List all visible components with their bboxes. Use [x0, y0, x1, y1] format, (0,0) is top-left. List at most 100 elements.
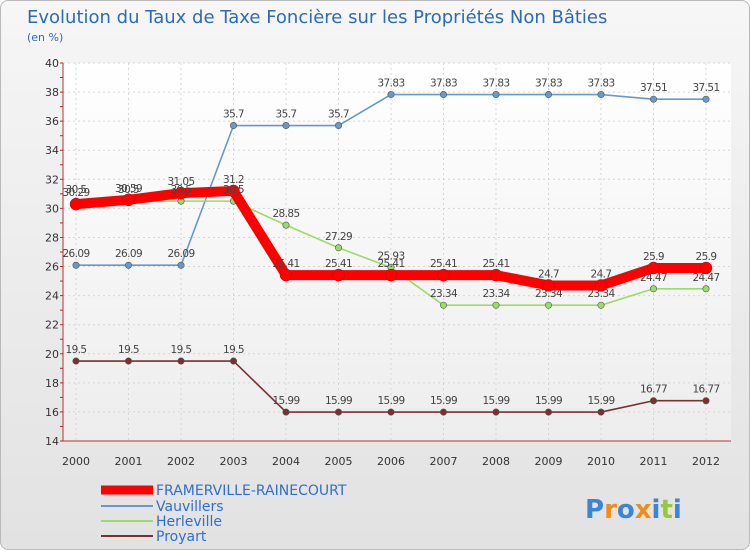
data-label: 19.5: [66, 344, 87, 356]
data-label: 16.77: [640, 384, 667, 396]
data-point: [544, 91, 552, 99]
x-tick-label: 2011: [640, 455, 668, 468]
data-point: [439, 408, 447, 416]
data-label: 19.5: [118, 344, 139, 356]
data-point: [597, 408, 605, 416]
data-label: 25.9: [696, 251, 717, 263]
data-label: 37.83: [535, 78, 562, 90]
data-label: 30.5: [118, 184, 139, 196]
data-point: [125, 357, 133, 365]
x-tick-label: 2000: [62, 455, 90, 468]
data-label: 15.99: [272, 395, 299, 407]
legend-label: Vauvillers: [156, 499, 224, 515]
logo-letter: o: [617, 495, 635, 525]
data-point: [334, 244, 342, 252]
data-point: [387, 91, 395, 99]
data-label: 30.5: [171, 184, 192, 196]
data-point: [69, 197, 83, 211]
logo-letter: P: [585, 495, 604, 525]
data-label: 25.93: [377, 251, 404, 263]
data-label: 15.99: [430, 395, 457, 407]
x-tick-label: 2005: [325, 455, 353, 468]
data-point: [702, 397, 710, 405]
y-tick-label: 36: [45, 115, 59, 128]
data-label: 37.83: [482, 78, 509, 90]
data-point: [597, 91, 605, 99]
data-label: 24.7: [538, 268, 559, 280]
data-label: 31.2: [223, 174, 244, 186]
data-point: [439, 91, 447, 99]
y-tick-label: 20: [45, 348, 59, 361]
x-tick-label: 2012: [692, 455, 720, 468]
data-point: [230, 122, 238, 130]
y-tick-label: 32: [45, 173, 59, 186]
data-point: [702, 285, 710, 293]
y-tick-label: 34: [45, 144, 59, 157]
logo-letter: i: [652, 495, 661, 525]
data-label: 31.05: [167, 176, 194, 188]
data-point: [177, 261, 185, 269]
data-label: 24.47: [692, 272, 719, 284]
y-tick-label: 26: [45, 261, 59, 274]
x-tick-label: 2001: [115, 455, 143, 468]
data-label: 26.09: [115, 248, 142, 260]
data-label: 25.41: [272, 258, 299, 270]
data-point: [649, 285, 657, 293]
y-tick-label: 14: [45, 435, 59, 448]
x-tick-label: 2003: [220, 455, 248, 468]
logo-text: Proxiti: [585, 495, 682, 525]
data-point: [437, 268, 450, 282]
data-point: [279, 268, 293, 282]
data-label: 37.83: [377, 78, 404, 90]
data-point: [334, 408, 342, 416]
data-label: 19.5: [171, 344, 192, 356]
data-label: 26.09: [167, 248, 194, 260]
data-label: 15.99: [587, 395, 614, 407]
data-label: 28.85: [272, 208, 299, 220]
data-point: [72, 261, 80, 269]
data-label: 35.7: [276, 109, 297, 121]
data-point: [492, 91, 500, 99]
data-label: 19.5: [223, 344, 244, 356]
data-point: [597, 301, 605, 309]
plot-area: [63, 63, 731, 441]
data-label: 37.83: [430, 78, 457, 90]
legend-label: FRAMERVILLE-RAINECOURT: [156, 483, 347, 499]
proxiti-logo: Proxiti: [585, 495, 682, 525]
data-point: [492, 301, 500, 309]
data-label: 30.29: [62, 187, 89, 199]
y-tick-label: 30: [45, 202, 59, 215]
y-tick-label: 38: [45, 86, 59, 99]
data-point: [387, 408, 395, 416]
data-point: [72, 357, 80, 365]
legend-label: Herleville: [156, 514, 222, 530]
y-tick-label: 16: [45, 406, 59, 419]
chart-subtitle: (en %): [27, 31, 63, 44]
data-label: 30.59: [115, 183, 142, 195]
data-label: 25.41: [377, 258, 404, 270]
data-label: 15.99: [377, 395, 404, 407]
data-label: 24.7: [591, 268, 612, 280]
data-point: [647, 261, 660, 275]
data-point: [492, 408, 500, 416]
data-label: 23.34: [482, 288, 510, 300]
data-label: 35.7: [223, 109, 244, 121]
logo-letter: i: [673, 495, 682, 525]
data-label: 15.99: [325, 395, 352, 407]
data-point: [489, 268, 503, 282]
data-point: [174, 186, 188, 200]
data-point: [334, 122, 342, 130]
data-point: [702, 95, 710, 103]
grid: [63, 62, 731, 442]
data-label: 23.34: [535, 288, 563, 300]
data-point: [177, 357, 185, 365]
data-point: [122, 193, 135, 207]
x-tick-label: 2008: [482, 455, 510, 468]
data-label: 25.41: [430, 258, 457, 270]
y-tick-label: 24: [45, 290, 59, 303]
data-point: [649, 95, 657, 103]
legend-label: Proyart: [156, 529, 207, 545]
data-point: [282, 221, 290, 229]
